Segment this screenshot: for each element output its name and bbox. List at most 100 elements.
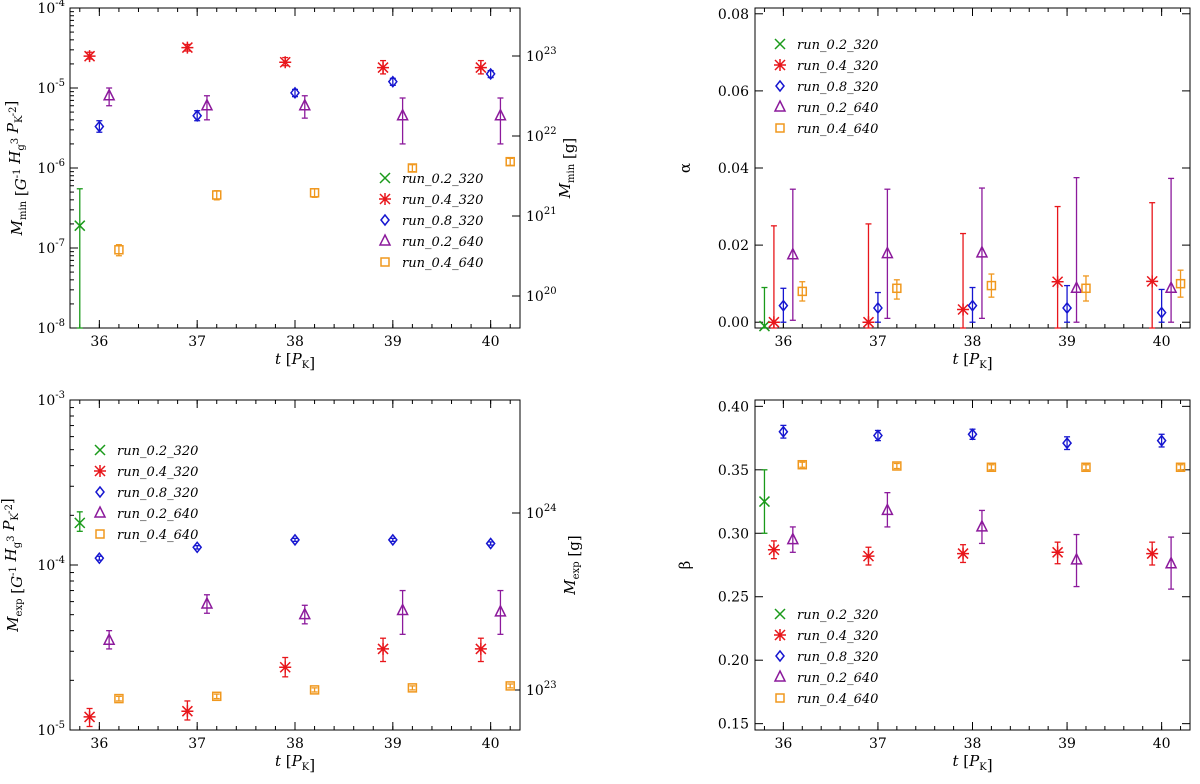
beta-point-run_0.2_320 xyxy=(758,496,770,508)
chart-beta: 36 37 38 39 40 0.15 0.20 0.25 0.30 0.35 0.40 t [PK]… xyxy=(676,399,1191,774)
mmin-point-run_0.4_640 xyxy=(114,245,124,255)
alpha-y-tick-label: 0.00 xyxy=(718,315,749,331)
beta-y-tick-label: 0.20 xyxy=(718,653,749,669)
mmin-point-run_0.4_640 xyxy=(505,156,515,167)
mmin-point-run_0.2_320 xyxy=(74,220,86,232)
alpha-x-tick-label: 40 xyxy=(1153,334,1171,350)
alpha-legend-marker xyxy=(774,38,786,50)
beta-y-tick-label: 0.15 xyxy=(718,717,749,733)
mexp-legend-label: run_0.2_640 xyxy=(117,507,198,522)
alpha-legend-label: run_0.4_640 xyxy=(797,122,878,137)
mexp-point-run_0.4_320 xyxy=(279,661,292,674)
alpha-point-run_0.4_640 xyxy=(1081,283,1091,294)
alpha-y-tick-label: 0.04 xyxy=(718,161,749,177)
alpha-point-run_0.4_320 xyxy=(957,303,970,316)
mexp-point-run_0.8_320 xyxy=(94,551,105,565)
alpha-point-run_0.4_640 xyxy=(986,280,997,291)
alpha-x-tick-label: 39 xyxy=(1058,334,1076,350)
mmin-legend-marker xyxy=(380,257,390,267)
mexp-point-run_0.4_320 xyxy=(181,705,194,718)
mexp-x-tick-label: 39 xyxy=(384,736,402,752)
mmin-legend-marker xyxy=(379,193,391,205)
mmin-y2-tick-label: 1021 xyxy=(526,206,557,225)
mexp-legend-label: run_0.4_320 xyxy=(117,465,198,480)
alpha-legend-label: run_0.8_320 xyxy=(797,80,878,95)
mmin-y-tick-label: 10-7 xyxy=(37,238,65,257)
mmin-legend-label: run_0.2_320 xyxy=(402,172,483,187)
beta-legend-label: run_0.8_320 xyxy=(797,650,878,665)
mmin-y-tick-label: 10-5 xyxy=(37,78,65,97)
beta-x-tick-label: 36 xyxy=(774,736,792,752)
beta-x-axis-label: t [PK] xyxy=(952,752,992,774)
mexp-point-run_0.8_320 xyxy=(387,533,398,547)
beta-legend-marker xyxy=(775,693,785,703)
mexp-legend-label: run_0.8_320 xyxy=(117,486,198,501)
mmin-x-tick-label: 37 xyxy=(188,334,206,350)
mmin-x-tick-label: 38 xyxy=(286,334,304,350)
mexp-point-run_0.4_320 xyxy=(83,710,96,723)
mexp-point-run_0.4_640 xyxy=(211,691,222,702)
alpha-y-tick-label: 0.08 xyxy=(718,7,749,23)
mmin-x-tick-label: 40 xyxy=(482,334,500,350)
mmin-point-run_0.4_320 xyxy=(279,56,292,69)
mmin-y-tick-label: 10-4 xyxy=(37,0,65,17)
mmin-point-run_0.4_320 xyxy=(377,61,390,74)
beta-point-run_0.4_640 xyxy=(1081,462,1091,473)
beta-point-run_0.4_320 xyxy=(1146,547,1159,560)
mmin-y-tick-label: 10-6 xyxy=(37,158,65,177)
beta-point-run_0.2_640 xyxy=(786,531,800,545)
alpha-legend-marker xyxy=(775,79,785,93)
mmin-legend-marker xyxy=(378,233,392,246)
mmin-point-run_0.4_640 xyxy=(211,190,222,200)
mexp-point-run_0.4_640 xyxy=(505,681,515,691)
mexp-x-tick-label: 37 xyxy=(188,736,206,752)
alpha-point-run_0.4_640 xyxy=(797,286,808,297)
alpha-y-axis-label: α xyxy=(676,163,694,173)
mexp-y2-tick-label: 1024 xyxy=(526,503,557,522)
mexp-y2-tick-label: 1023 xyxy=(526,680,557,699)
beta-point-run_0.2_640 xyxy=(881,502,894,516)
alpha-x-tick-label: 36 xyxy=(774,334,792,350)
mexp-point-run_0.2_640 xyxy=(200,596,214,609)
beta-point-run_0.8_320 xyxy=(872,429,883,442)
beta-point-run_0.4_320 xyxy=(1051,546,1064,559)
beta-y-tick-label: 0.25 xyxy=(718,590,749,606)
alpha-legend-marker xyxy=(773,99,787,112)
alpha-point-run_0.2_640 xyxy=(786,247,800,260)
alpha-y-tick-label: 0.06 xyxy=(718,84,749,100)
beta-point-run_0.2_640 xyxy=(1164,556,1178,569)
beta-legend-label: run_0.2_320 xyxy=(797,608,878,623)
alpha-y-tick-label: 0.02 xyxy=(718,238,749,254)
beta-y-tick-label: 0.35 xyxy=(718,463,749,479)
beta-point-run_0.8_320 xyxy=(967,428,978,441)
alpha-point-run_0.2_640 xyxy=(975,245,989,258)
beta-legend-label: run_0.2_640 xyxy=(797,671,878,686)
beta-y-axis-label: β xyxy=(676,561,694,570)
mexp-legend-marker xyxy=(95,529,105,539)
beta-legend-label: run_0.4_320 xyxy=(797,629,878,644)
mmin-plot-frame xyxy=(69,7,521,329)
mmin-y2-tick-label: 1023 xyxy=(526,46,557,65)
alpha-plot-frame xyxy=(754,7,1191,329)
alpha-point-run_0.2_640 xyxy=(881,245,894,259)
beta-point-run_0.2_640 xyxy=(1070,552,1083,565)
mmin-point-run_0.2_640 xyxy=(102,88,116,101)
mexp-point-run_0.2_640 xyxy=(298,606,311,620)
mmin-legend-label: run_0.4_640 xyxy=(402,256,483,271)
mmin-point-run_0.4_320 xyxy=(181,41,194,54)
beta-point-run_0.8_320 xyxy=(1062,436,1073,450)
mexp-point-run_0.4_320 xyxy=(474,642,487,655)
alpha-x-tick-label: 37 xyxy=(869,334,887,350)
beta-point-run_0.4_640 xyxy=(1175,462,1186,473)
alpha-legend-marker xyxy=(774,59,786,71)
alpha-point-run_0.4_320 xyxy=(862,316,875,329)
beta-y-tick-label: 0.40 xyxy=(718,399,749,415)
beta-x-tick-label: 37 xyxy=(869,736,887,752)
mexp-point-run_0.2_320 xyxy=(74,517,86,529)
mexp-y-axis-label: Mexp [G-1 Hg3 PK-2] xyxy=(0,498,26,633)
beta-x-tick-label: 40 xyxy=(1153,736,1171,752)
mexp-x-axis-label: t [PK] xyxy=(275,752,315,774)
mmin-legend-label: run_0.8_320 xyxy=(402,214,483,229)
mmin-point-run_0.8_320 xyxy=(387,75,398,88)
